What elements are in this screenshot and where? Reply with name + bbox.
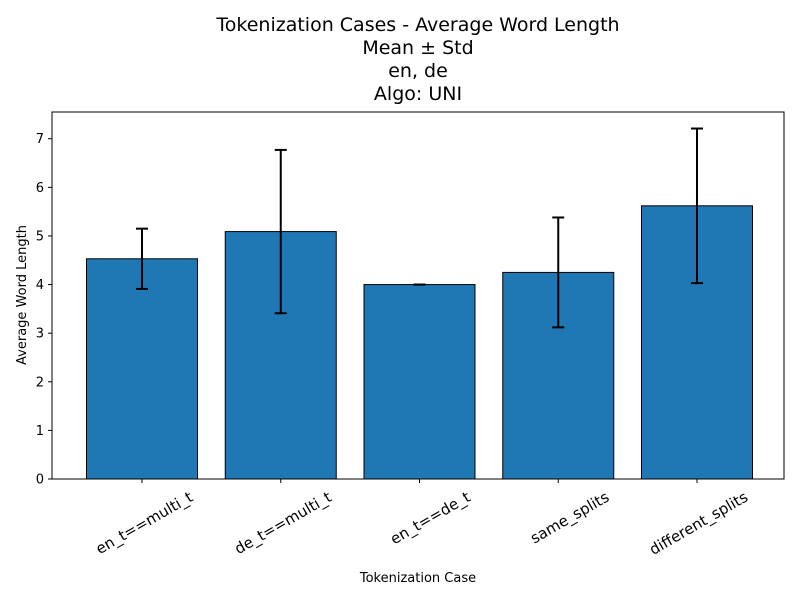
- x-tick-label-same_splits: same_splits: [527, 488, 613, 548]
- y-tick-label-3: 3: [36, 327, 44, 342]
- x-tick-label-en_t==multi_t: en_t==multi_t: [93, 488, 197, 559]
- title-line-2: Mean ± Std: [362, 37, 473, 59]
- bar-en_t==de_t: [363, 284, 476, 480]
- y-tick-label-4: 4: [36, 278, 44, 293]
- x-axis-label: Tokenization Case: [359, 571, 476, 586]
- y-tick-label-2: 2: [36, 375, 44, 390]
- x-tick-label-de_t==multi_t: de_t==multi_t: [231, 488, 335, 559]
- title-line-4: Algo: UNI: [374, 83, 462, 105]
- bar-en_t==multi_t: [86, 258, 198, 480]
- plot-area: 0 1 2 3 4 5 6 7 en_t==multi_t de_t==multi_t en_t==…: [36, 111, 785, 560]
- x-tick-label-different_splits: different_splits: [646, 488, 751, 560]
- y-axis-label: Average Word Length: [15, 225, 30, 365]
- title-line-1: Tokenization Cases - Average Word Length: [215, 14, 619, 36]
- title-line-3: en, de: [388, 60, 448, 82]
- y-tick-label-6: 6: [36, 181, 44, 196]
- chart-title: Tokenization Cases - Average Word Length…: [215, 14, 619, 105]
- y-tick-label-0: 0: [36, 473, 44, 488]
- y-tick-label-1: 1: [36, 424, 44, 439]
- y-tick-label-5: 5: [36, 229, 44, 244]
- y-tick-label-7: 7: [36, 132, 44, 147]
- plot-frame: [51, 111, 785, 480]
- x-tick-label-en_t==de_t: en_t==de_t: [387, 488, 474, 549]
